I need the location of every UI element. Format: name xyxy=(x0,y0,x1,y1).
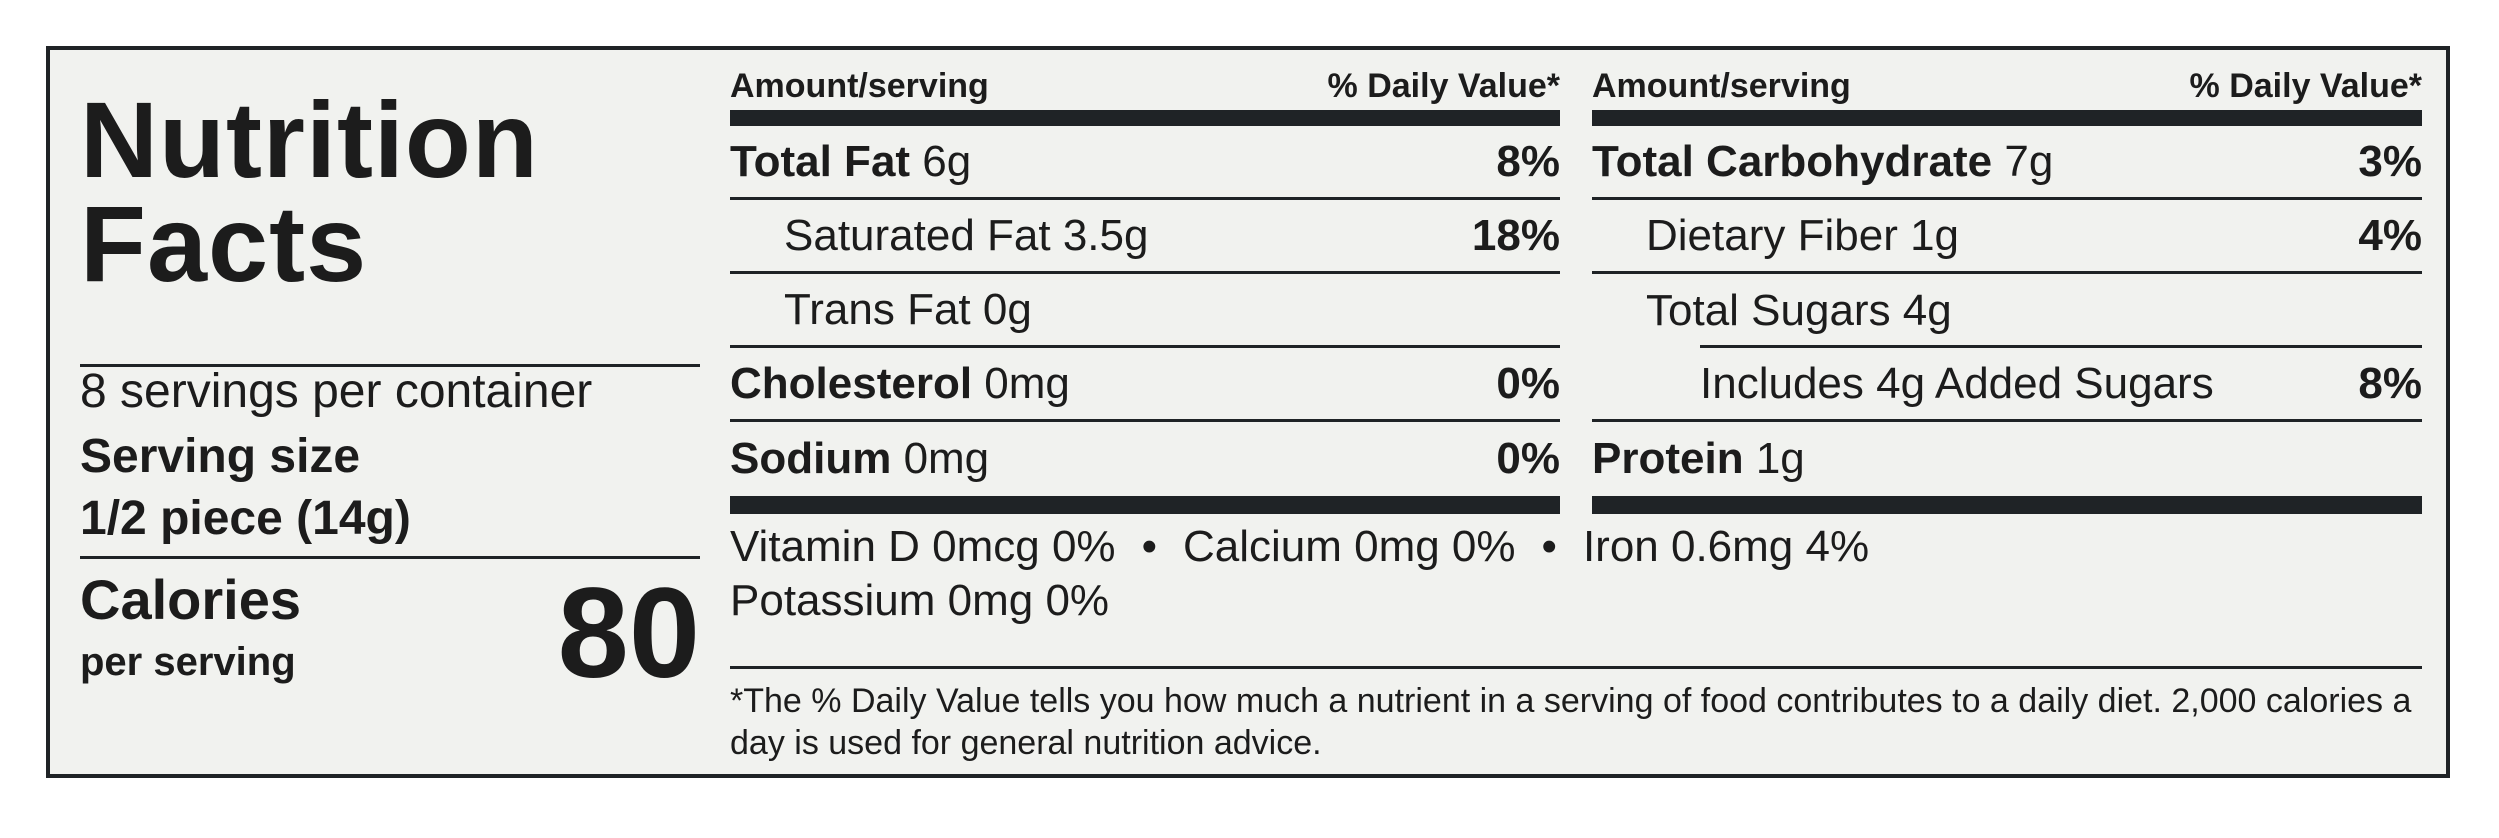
daily-value-header: % Daily Value* xyxy=(1327,67,1560,105)
vitamin-d: Vitamin D 0mcg 0% xyxy=(730,522,1116,571)
title-line-2: Facts xyxy=(80,183,368,304)
column-header: Amount/serving % Daily Value* xyxy=(1592,67,2422,106)
title-divider xyxy=(80,364,700,367)
vitamins-minerals: Vitamin D 0mcg 0% • Calcium 0mg 0% • Iron 0.… xyxy=(730,520,2422,628)
nutrient-name: Total Carbohydrate xyxy=(1592,136,1993,186)
header-bar xyxy=(1592,110,2422,126)
nutrient-daily-value: 0% xyxy=(1496,434,1560,483)
calcium: Calcium 0mg 0% xyxy=(1182,522,1516,571)
vitamins-line-2: Potassium 0mg 0% xyxy=(730,574,2422,628)
added-sugars-divider xyxy=(1700,345,2422,348)
nutrient-column-2: Amount/serving % Daily Value* Total Carb… xyxy=(1592,67,2422,514)
nutrient-name: Includes 4g Added Sugars xyxy=(1700,358,2214,408)
separator-dot: • xyxy=(1141,522,1157,571)
nutrient-daily-value: 3% xyxy=(2358,136,2422,186)
nutrient-name: Protein xyxy=(1592,434,1744,483)
nutrient-row-total-carbohydrate: Total Carbohydrate 7g 3% xyxy=(1592,126,2422,200)
nutrient-name: Saturated Fat 3.5g xyxy=(784,210,1149,260)
servings-per-container: 8 servings per container xyxy=(80,365,593,418)
nutrient-amount: 0mg xyxy=(903,434,990,483)
calories-label: Calories xyxy=(80,568,301,631)
nutrient-amount: 7g xyxy=(2004,136,2054,186)
column-header: Amount/serving % Daily Value* xyxy=(730,67,1560,106)
nutrient-row-saturated-fat: Saturated Fat 3.5g 18% xyxy=(730,200,1560,274)
nutrient-row-trans-fat: Trans Fat 0g xyxy=(730,274,1560,348)
nutrient-row-added-sugars: Includes 4g Added Sugars 8% xyxy=(1592,348,2422,422)
column-bottom-bar xyxy=(1592,496,2422,514)
column-bottom-bar xyxy=(730,496,1560,514)
serving-size: Serving size 1/2 piece (14g) xyxy=(80,426,411,550)
nutrient-name: Total Sugars 4g xyxy=(1646,286,1952,335)
nutrient-name: Sodium xyxy=(730,434,892,483)
calories-per-serving-label: per serving xyxy=(80,640,296,684)
nutrient-daily-value: 0% xyxy=(1496,358,1560,408)
nutrient-name: Cholesterol xyxy=(730,358,973,408)
nutrition-facts-label: Nutrition Facts 8 servings per container… xyxy=(46,46,2450,778)
nutrient-amount: 0mg xyxy=(984,358,1070,408)
serving-size-value: 1/2 piece (14g) xyxy=(80,492,411,545)
nutrient-column-1: Amount/serving % Daily Value* Total Fat … xyxy=(730,67,1560,514)
nutrient-daily-value: 4% xyxy=(2358,210,2422,260)
nutrient-row-total-fat: Total Fat 6g 8% xyxy=(730,126,1560,200)
amount-serving-header: Amount/serving xyxy=(1592,67,1851,105)
calories-value: 80 xyxy=(557,562,700,705)
nutrient-name: Total Fat xyxy=(730,136,911,186)
nutrient-name: Trans Fat 0g xyxy=(784,284,1032,334)
amount-serving-header: Amount/serving xyxy=(730,67,989,105)
nutrient-amount: 1g xyxy=(1755,434,1805,483)
daily-value-footnote: *The % Daily Value tells you how much a … xyxy=(730,682,2412,762)
iron: Iron 0.6mg 4% xyxy=(1582,522,1870,571)
nutrient-row-cholesterol: Cholesterol 0mg 0% xyxy=(730,348,1560,422)
nutrient-daily-value: 8% xyxy=(2358,358,2422,408)
serving-divider xyxy=(80,556,700,559)
vitamins-line-1: Vitamin D 0mcg 0% • Calcium 0mg 0% • Iron 0.… xyxy=(730,520,2422,574)
separator-dot: • xyxy=(1541,522,1557,571)
potassium: Potassium 0mg 0% xyxy=(730,576,1110,625)
serving-size-label: Serving size xyxy=(80,430,361,483)
nutrient-row-dietary-fiber: Dietary Fiber 1g 4% xyxy=(1592,200,2422,274)
label-left-panel: Nutrition Facts 8 servings per container… xyxy=(80,70,700,760)
nutrient-row-total-sugars: Total Sugars 4g xyxy=(1592,274,2422,348)
nutrient-row-sodium: Sodium 0mg 0% xyxy=(730,422,1560,496)
footnote-divider xyxy=(730,666,2422,669)
label-title: Nutrition Facts xyxy=(80,79,700,304)
daily-value-header: % Daily Value* xyxy=(2189,67,2422,105)
nutrient-name: Dietary Fiber 1g xyxy=(1646,210,1960,260)
nutrient-daily-value: 8% xyxy=(1496,136,1560,186)
nutrient-daily-value: 18% xyxy=(1471,210,1560,260)
nutrient-row-protein: Protein 1g xyxy=(1592,422,2422,496)
title-line-1: Nutrition xyxy=(80,79,539,200)
nutrient-amount: 6g xyxy=(922,136,972,186)
header-bar xyxy=(730,110,1560,126)
